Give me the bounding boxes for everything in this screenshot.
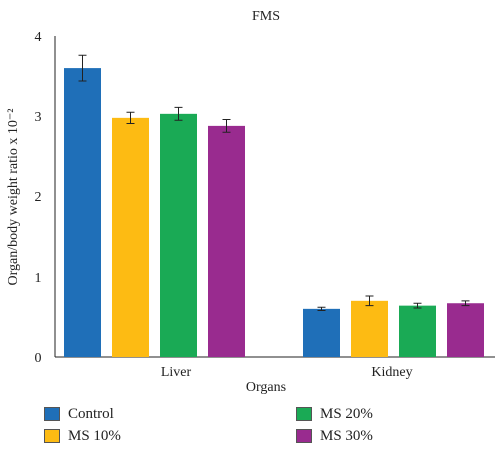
y-tick-label-4: 4 — [35, 30, 42, 45]
bar-kidney-ms20 — [399, 305, 436, 357]
error-bar-liver-ms10 — [126, 111, 135, 124]
legend-item-ms30: MS 30% — [296, 427, 373, 445]
legend-item-control: Control — [44, 405, 114, 423]
bar-liver-control — [64, 68, 101, 357]
legend-label-control: Control — [68, 405, 114, 422]
bar-chart: FMS 0 1 2 3 4 Organ/body weight ratio x … — [6, 9, 495, 395]
x-tick-label-kidney: Kidney — [371, 365, 412, 380]
error-bar-kidney-ms30 — [461, 300, 470, 307]
legend-label-ms20: MS 20% — [320, 405, 373, 422]
x-axis-title: Organs — [246, 380, 286, 395]
legend-label-ms10: MS 10% — [68, 427, 121, 444]
chart-title: FMS — [252, 9, 280, 24]
bar-kidney-control — [303, 308, 340, 357]
legend-item-ms10: MS 10% — [44, 427, 121, 445]
legend-swatch-ms10 — [44, 429, 60, 443]
bar-liver-ms30 — [208, 125, 245, 357]
legend: Control MS 10% MS 20% MS 30% — [44, 405, 464, 449]
error-bar-kidney-ms20 — [413, 302, 422, 309]
y-tick-label-3: 3 — [35, 110, 42, 125]
bars-group — [64, 54, 484, 357]
x-tick-label-liver: Liver — [161, 365, 192, 380]
y-tick-label-1: 1 — [35, 271, 42, 286]
bar-kidney-ms10 — [351, 300, 388, 357]
legend-item-ms20: MS 20% — [296, 405, 373, 423]
y-tick-label-2: 2 — [35, 190, 42, 205]
bar-kidney-ms30 — [447, 303, 484, 357]
error-bar-kidney-control — [317, 306, 326, 311]
legend-swatch-ms20 — [296, 407, 312, 421]
error-bar-liver-ms30 — [222, 118, 231, 133]
legend-label-ms30: MS 30% — [320, 427, 373, 444]
y-tick-label-0: 0 — [35, 351, 42, 366]
y-axis-title: Organ/body weight ratio x 10⁻² — [6, 109, 21, 286]
bar-liver-ms20 — [160, 113, 197, 357]
error-bar-liver-control — [78, 54, 87, 82]
legend-swatch-control — [44, 407, 60, 421]
error-bar-kidney-ms10 — [365, 295, 374, 307]
legend-swatch-ms30 — [296, 429, 312, 443]
bar-liver-ms10 — [112, 117, 149, 357]
error-bar-liver-ms20 — [174, 106, 183, 121]
